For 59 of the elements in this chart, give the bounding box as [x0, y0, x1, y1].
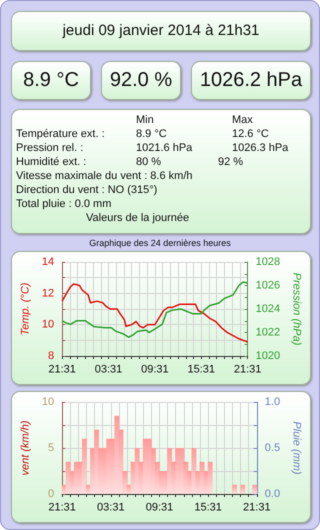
y-tick-label: 14	[42, 256, 54, 268]
x-tick-label: 03:31	[94, 364, 122, 376]
y-tick-label: 10	[42, 318, 54, 331]
bar	[82, 438, 87, 494]
y2-axis-title: Pluie (mm)	[290, 421, 302, 475]
y-axis-title: vent (km/h)	[20, 420, 32, 476]
x-tick-label: 15:31	[194, 502, 222, 514]
bar	[171, 462, 176, 494]
y2-tick-label: 1028	[256, 256, 280, 268]
bar	[118, 430, 124, 494]
y2-tick-label: 1026	[256, 280, 280, 292]
chart-title: Graphique des 24 dernières heures	[88, 238, 232, 248]
bar	[122, 471, 128, 494]
text: Valeurs de la journée	[86, 212, 190, 224]
bar	[232, 484, 237, 494]
x-tick-label: 21:31	[48, 364, 76, 376]
text: jeudi 09 janvier 2014 à 21h31	[61, 22, 260, 39]
y-tick-label: 8	[48, 350, 54, 362]
text: Pression rel. :	[16, 142, 84, 154]
y2-tick-label: 0.5	[264, 442, 280, 454]
text: Total pluie : 0.0 mm	[16, 198, 112, 210]
x-tick-label: 09:31	[146, 502, 174, 514]
text: 8.9 °C	[22, 69, 80, 92]
bar	[191, 448, 196, 494]
text: Humidité ext. :	[16, 156, 86, 168]
x-tick-label: 15:31	[187, 364, 216, 376]
text: Direction du vent : NO (315°)	[16, 184, 158, 196]
y-tick-label: 5	[48, 442, 54, 454]
bar	[240, 484, 246, 494]
y2-tick-label: 1022	[256, 326, 280, 338]
text: Min	[136, 114, 154, 126]
x-tick-label: 21:31	[48, 502, 76, 514]
text: 80 %	[136, 156, 162, 168]
text: 1026.3 hPa	[232, 142, 288, 154]
x-tick-label: 03:31	[97, 502, 125, 514]
text: 1021.6 hPa	[136, 142, 192, 154]
y-axis-title: Temp. (°C)	[20, 282, 32, 336]
x-tick-label: 09:31	[141, 364, 169, 376]
text: Max	[232, 114, 253, 126]
bar	[134, 448, 140, 494]
x-tick-label: 21:31	[234, 364, 262, 376]
text: 1026.2 hPa	[198, 69, 304, 92]
y2-tick-label: 1.0	[264, 396, 280, 408]
y2-tick-label: 0.0	[264, 488, 280, 500]
y2-axis-title: Pression (hPa)	[290, 272, 302, 346]
text: 8.9 °C	[136, 128, 167, 140]
text: 92 %	[218, 156, 244, 168]
text: 92.0 %	[108, 69, 174, 92]
y-tick-label: 10	[42, 396, 54, 408]
y2-tick-label: 1024	[256, 303, 280, 315]
y-tick-label: 12	[42, 287, 54, 300]
bar	[208, 462, 213, 494]
text: Température ext. :	[16, 128, 105, 140]
bar	[98, 448, 104, 494]
y-tick-label: 0	[48, 488, 54, 500]
text: Vitesse maximale du vent : 8.6 km/h	[16, 170, 192, 182]
y2-tick-label: 1020	[256, 350, 280, 362]
x-tick-label: 21:31	[243, 502, 271, 514]
text: 12.6 °C	[232, 128, 269, 140]
